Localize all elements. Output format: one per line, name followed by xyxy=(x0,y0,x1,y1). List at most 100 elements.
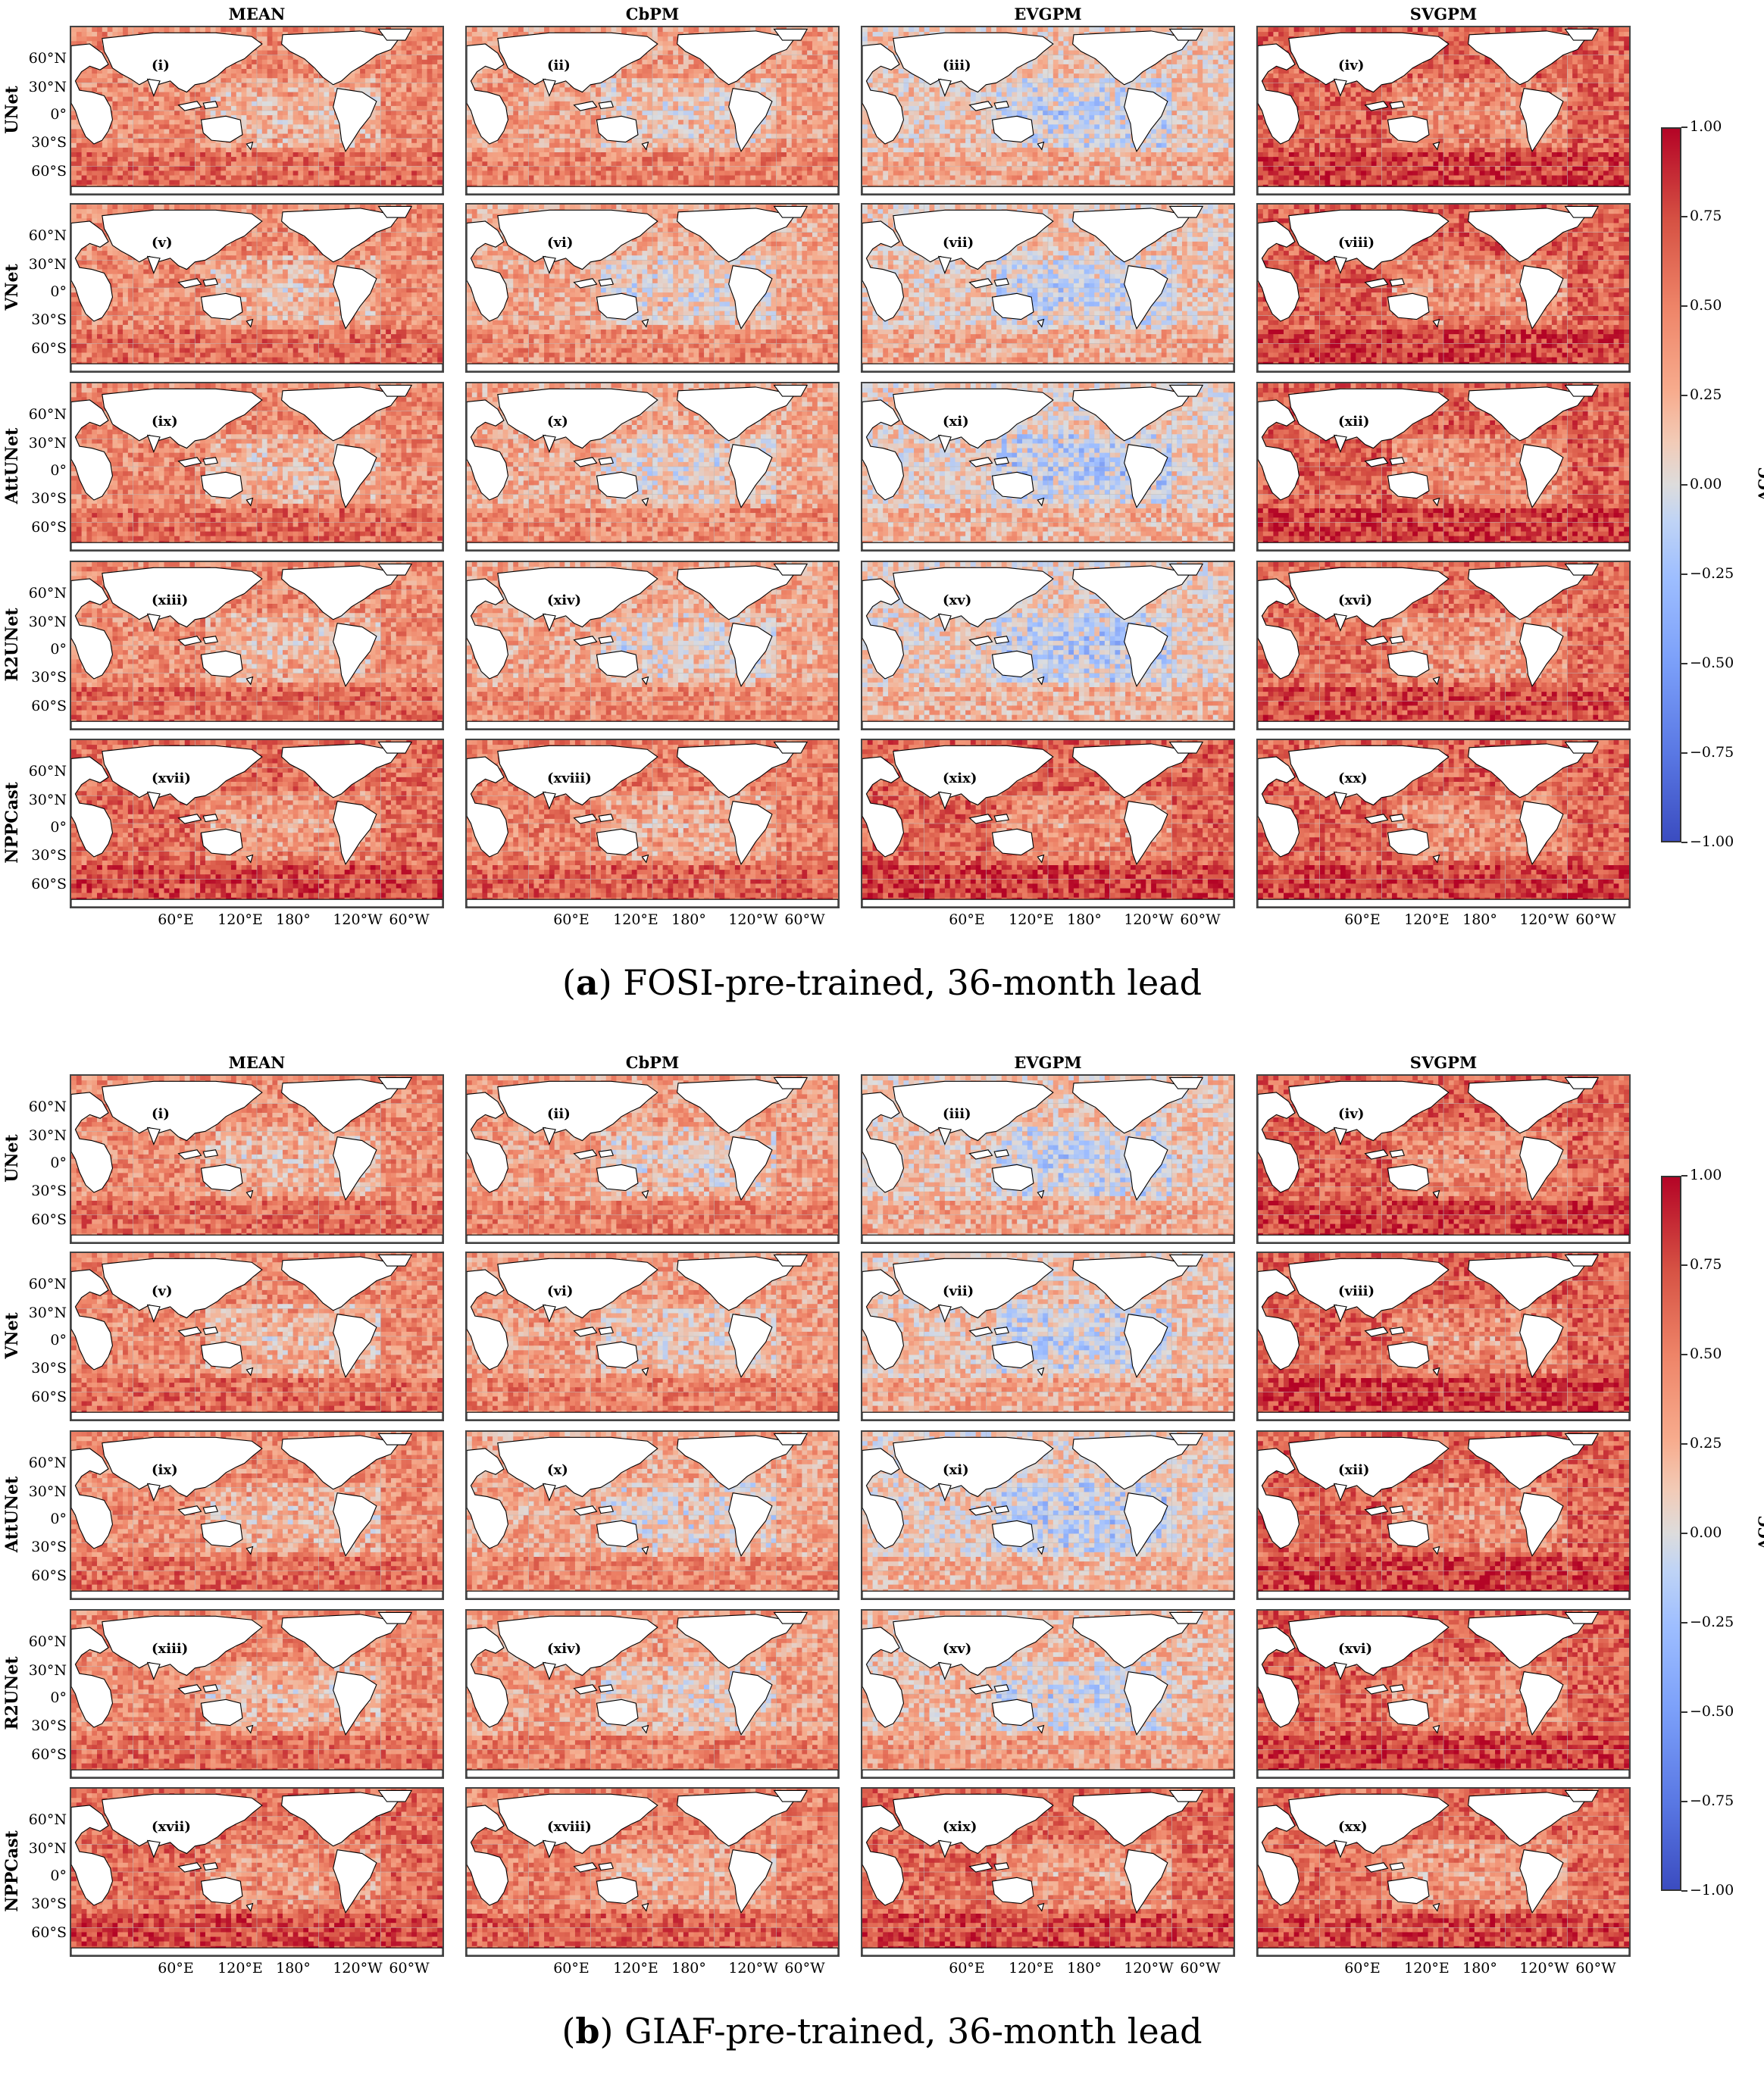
panel-label: (xix) xyxy=(943,770,977,786)
map-svg xyxy=(1258,383,1629,550)
column-title: SVGPM xyxy=(1256,1053,1631,1072)
colorbar-tick-label: 0.50 xyxy=(1690,297,1722,314)
lat-tick-label: 30°S xyxy=(14,1895,67,1912)
panel-label: (viii) xyxy=(1338,1283,1375,1299)
colorbar-tick-label: 0.25 xyxy=(1690,1435,1722,1452)
map-svg xyxy=(862,562,1234,729)
panel-label: (xv) xyxy=(943,1641,971,1657)
lon-tick-label: 180° xyxy=(259,1960,327,1977)
colorbar-tick-mark xyxy=(1681,216,1687,217)
lat-tick-label: 0° xyxy=(14,462,67,479)
map-svg xyxy=(1258,27,1629,194)
colorbar-tick-mark xyxy=(1681,1443,1687,1445)
panel-label: (ix) xyxy=(152,1462,178,1478)
figure-caption: (a) FOSI-pre-trained, 36-month lead xyxy=(0,962,1764,1003)
colorbar-tick-label: 0.50 xyxy=(1690,1345,1722,1362)
map-svg xyxy=(1258,1076,1629,1242)
lat-tick-label: 30°N xyxy=(14,1662,67,1679)
lon-tick-label: 60°W xyxy=(1166,1960,1234,1977)
lat-tick-label: 30°N xyxy=(14,435,67,452)
lon-tick-label: 180° xyxy=(1446,1960,1514,1977)
map-svg xyxy=(467,27,838,194)
map-panel-4-2: (xix) xyxy=(861,1787,1235,1957)
map-panel-3-1: (xiv) xyxy=(465,1609,840,1779)
lon-tick-label: 60°W xyxy=(1562,911,1630,928)
lat-tick-label: 60°S xyxy=(14,163,67,180)
colorbar-tick-label: −0.25 xyxy=(1690,1614,1734,1630)
map-svg xyxy=(467,383,838,550)
panel-label: (iii) xyxy=(943,1106,971,1122)
colorbar-tick-label: 0.00 xyxy=(1690,476,1722,492)
map-panel-4-3: (xx) xyxy=(1256,1787,1631,1957)
panel-label: (xvii) xyxy=(152,1819,191,1835)
lat-tick-label: 30°N xyxy=(14,614,67,630)
panel-label: (iii) xyxy=(943,58,971,73)
map-panel-4-0: (xvii) xyxy=(70,1787,444,1957)
map-panel-2-0: (ix) xyxy=(70,1430,444,1600)
lon-tick-label: 60°W xyxy=(375,911,443,928)
map-panel-1-3: (viii) xyxy=(1256,1252,1631,1421)
lon-tick-label: 60°W xyxy=(771,1960,839,1977)
lat-tick-label: 60°N xyxy=(14,763,67,780)
map-svg xyxy=(862,1076,1234,1242)
colorbar-tick-mark xyxy=(1681,663,1687,664)
figure-a: MEAN CbPM EVGPM SVGPM UNet 60°N 30°N 0° 30°S 60°S… xyxy=(0,0,1764,1048)
map-svg xyxy=(1258,205,1629,371)
map-svg xyxy=(467,740,838,907)
map-panel-1-1: (vi) xyxy=(465,1252,840,1421)
colorbar-tick-mark xyxy=(1681,842,1687,843)
map-panel-3-2: (xv) xyxy=(861,561,1235,730)
map-panel-3-3: (xvi) xyxy=(1256,1609,1631,1779)
lat-tick-label: 30°N xyxy=(14,1483,67,1500)
colorbar-tick-mark xyxy=(1681,1890,1687,1892)
map-panel-2-2: (xi) xyxy=(861,382,1235,552)
lon-tick-label: 60°W xyxy=(771,911,839,928)
map-svg xyxy=(1258,740,1629,907)
map-panel-4-0: (xvii) xyxy=(70,739,444,908)
lon-tick-label: 180° xyxy=(655,1960,723,1977)
panel-label: (xiv) xyxy=(547,592,581,608)
map-panel-0-3: (iv) xyxy=(1256,1074,1631,1244)
panel-label: (xviii) xyxy=(547,1819,592,1835)
map-svg xyxy=(71,383,443,550)
panel-label: (xvi) xyxy=(1338,1641,1372,1657)
map-panel-4-3: (xx) xyxy=(1256,739,1631,908)
lat-tick-label: 60°S xyxy=(14,1211,67,1228)
map-svg xyxy=(467,1432,838,1599)
panel-label: (i) xyxy=(152,58,170,73)
map-panel-2-1: (x) xyxy=(465,1430,840,1600)
map-svg xyxy=(71,1432,443,1599)
lat-tick-label: 60°N xyxy=(14,1455,67,1471)
colorbar-tick-label: 0.00 xyxy=(1690,1524,1722,1541)
colorbar-tick-mark xyxy=(1681,484,1687,486)
lat-tick-label: 60°S xyxy=(14,1924,67,1941)
panel-label: (x) xyxy=(547,1462,568,1478)
lat-tick-label: 30°S xyxy=(14,311,67,328)
lon-tick-label: 180° xyxy=(1050,911,1118,928)
colorbar-tick-mark xyxy=(1681,752,1687,754)
caption-letter: b xyxy=(575,2011,599,2052)
lat-tick-label: 30°N xyxy=(14,1305,67,1321)
lat-tick-label: 0° xyxy=(14,1511,67,1527)
panel-label: (xvi) xyxy=(1338,592,1372,608)
map-panel-2-2: (xi) xyxy=(861,1430,1235,1600)
caption-letter: a xyxy=(576,962,599,1003)
map-svg xyxy=(862,1253,1234,1420)
colorbar-tick-label: −0.75 xyxy=(1690,744,1734,761)
map-svg xyxy=(467,1253,838,1420)
panel-label: (vii) xyxy=(943,235,974,251)
lat-tick-label: 30°S xyxy=(14,1539,67,1555)
column-title: MEAN xyxy=(70,5,444,23)
map-panel-1-2: (vii) xyxy=(861,203,1235,373)
colorbar-tick-mark xyxy=(1681,1264,1687,1266)
colorbar-tick-label: −0.25 xyxy=(1690,565,1734,582)
column-title: EVGPM xyxy=(861,1053,1235,1072)
lat-tick-label: 0° xyxy=(14,641,67,658)
panel-label: (xi) xyxy=(943,1462,969,1478)
colorbar-tick-label: −0.75 xyxy=(1690,1792,1734,1809)
lat-tick-label: 0° xyxy=(14,1867,67,1884)
map-panel-2-3: (xii) xyxy=(1256,382,1631,552)
colorbar-tick-mark xyxy=(1681,1801,1687,1802)
lat-tick-label: 30°S xyxy=(14,1360,67,1377)
map-svg xyxy=(862,740,1234,907)
